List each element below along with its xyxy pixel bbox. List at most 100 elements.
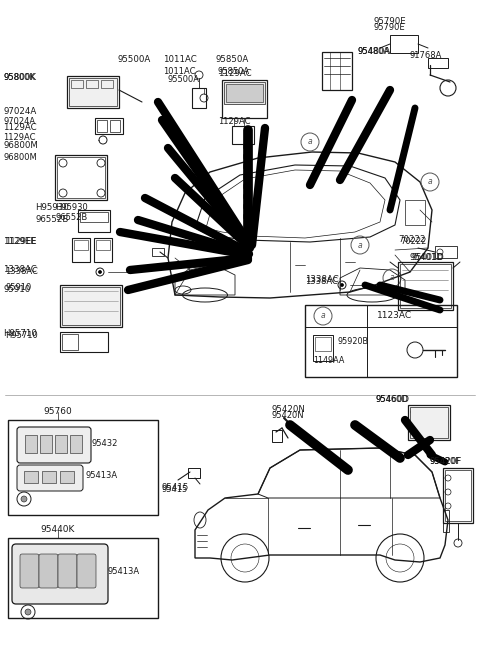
Bar [60, 285, 122, 327]
Bar [40, 435, 52, 453]
Text: 95800K: 95800K [3, 74, 36, 83]
FancyBboxPatch shape [20, 554, 39, 588]
Text: 95920B: 95920B [337, 337, 368, 346]
Text: 95480A: 95480A [358, 48, 390, 57]
Bar [443, 510, 449, 532]
Text: 95850A: 95850A [218, 68, 250, 77]
Bar [428, 58, 448, 68]
Text: 95480A: 95480A [358, 48, 391, 57]
Text: 1129AC: 1129AC [218, 70, 252, 79]
FancyBboxPatch shape [58, 554, 77, 588]
Circle shape [340, 283, 344, 286]
Text: 95413A: 95413A [108, 568, 140, 577]
Bar [152, 248, 164, 256]
Bar [25, 435, 37, 453]
Bar [443, 468, 473, 523]
Bar [322, 52, 352, 90]
Text: 95420F: 95420F [430, 458, 461, 467]
Bar [67, 76, 119, 108]
Bar [192, 88, 206, 108]
Text: 95432: 95432 [92, 439, 119, 449]
Bar [398, 262, 453, 310]
Text: 97024A: 97024A [3, 107, 36, 117]
Text: H95930: H95930 [35, 204, 69, 212]
Text: H95710: H95710 [3, 329, 37, 339]
Text: 1129AC: 1129AC [218, 117, 251, 126]
Text: a: a [428, 178, 432, 186]
Bar [57, 157, 105, 198]
Bar [8, 420, 158, 515]
Bar [408, 405, 450, 440]
Bar [315, 337, 331, 351]
Text: 91768A: 91768A [410, 51, 443, 59]
Text: 1338AC: 1338AC [305, 275, 339, 284]
Circle shape [21, 496, 27, 502]
Text: 95790E: 95790E [374, 23, 406, 33]
Bar [95, 118, 123, 134]
Bar [405, 200, 425, 225]
Text: 95500A: 95500A [168, 76, 200, 85]
Bar [69, 78, 117, 106]
Text: 95500A: 95500A [118, 55, 151, 64]
Bar [435, 246, 457, 258]
Text: 95760: 95760 [44, 408, 72, 417]
Bar [60, 471, 74, 483]
FancyBboxPatch shape [17, 427, 91, 463]
Bar [410, 407, 448, 438]
Text: 1338AC: 1338AC [3, 266, 37, 275]
Bar [42, 471, 56, 483]
FancyBboxPatch shape [17, 465, 83, 491]
Bar [232, 126, 254, 144]
Text: 70222: 70222 [398, 236, 425, 245]
Text: 95910: 95910 [3, 286, 30, 294]
Text: 95415: 95415 [162, 486, 188, 495]
Text: 1011AC: 1011AC [163, 68, 195, 77]
Text: 70222: 70222 [400, 238, 426, 247]
Bar [24, 471, 38, 483]
FancyBboxPatch shape [39, 554, 58, 588]
FancyBboxPatch shape [12, 544, 108, 604]
Text: 1338AC: 1338AC [5, 268, 38, 277]
Text: 95790E: 95790E [374, 18, 407, 27]
Text: 1129EE: 1129EE [3, 238, 36, 247]
Bar [305, 305, 457, 377]
Bar [390, 35, 418, 53]
Text: 95413A: 95413A [85, 471, 117, 480]
Bar [272, 430, 282, 442]
FancyBboxPatch shape [77, 554, 96, 588]
Bar [62, 287, 120, 325]
Text: 1149AA: 1149AA [313, 356, 344, 365]
Text: 97024A: 97024A [3, 117, 35, 126]
Text: 96800M: 96800M [3, 154, 37, 163]
Text: 1123AC: 1123AC [377, 311, 413, 320]
Bar [188, 468, 200, 478]
Bar [55, 155, 107, 200]
Bar [224, 82, 265, 104]
Text: a: a [358, 240, 362, 249]
Text: 1338AC: 1338AC [305, 277, 338, 286]
Circle shape [98, 271, 101, 273]
Bar [101, 80, 113, 88]
Bar [62, 334, 78, 350]
Text: 95910: 95910 [5, 283, 31, 292]
Text: 95401D: 95401D [410, 253, 444, 262]
Bar [78, 210, 110, 232]
Text: 95415: 95415 [162, 484, 190, 493]
Text: 95420N: 95420N [272, 411, 305, 419]
Text: a: a [321, 311, 325, 320]
Bar [445, 470, 471, 521]
Bar [96, 240, 110, 250]
Text: a: a [390, 273, 394, 283]
Bar [97, 120, 107, 132]
Bar [226, 84, 263, 102]
Bar [400, 264, 451, 308]
Circle shape [25, 609, 31, 615]
Bar [80, 212, 108, 222]
Text: 1129EE: 1129EE [5, 238, 36, 247]
Text: 95420N: 95420N [272, 406, 306, 415]
Text: 96552B: 96552B [35, 215, 68, 225]
Bar [94, 238, 112, 262]
Text: 1129AC: 1129AC [3, 133, 36, 143]
Text: 95460D: 95460D [375, 396, 409, 404]
Bar [72, 238, 90, 262]
